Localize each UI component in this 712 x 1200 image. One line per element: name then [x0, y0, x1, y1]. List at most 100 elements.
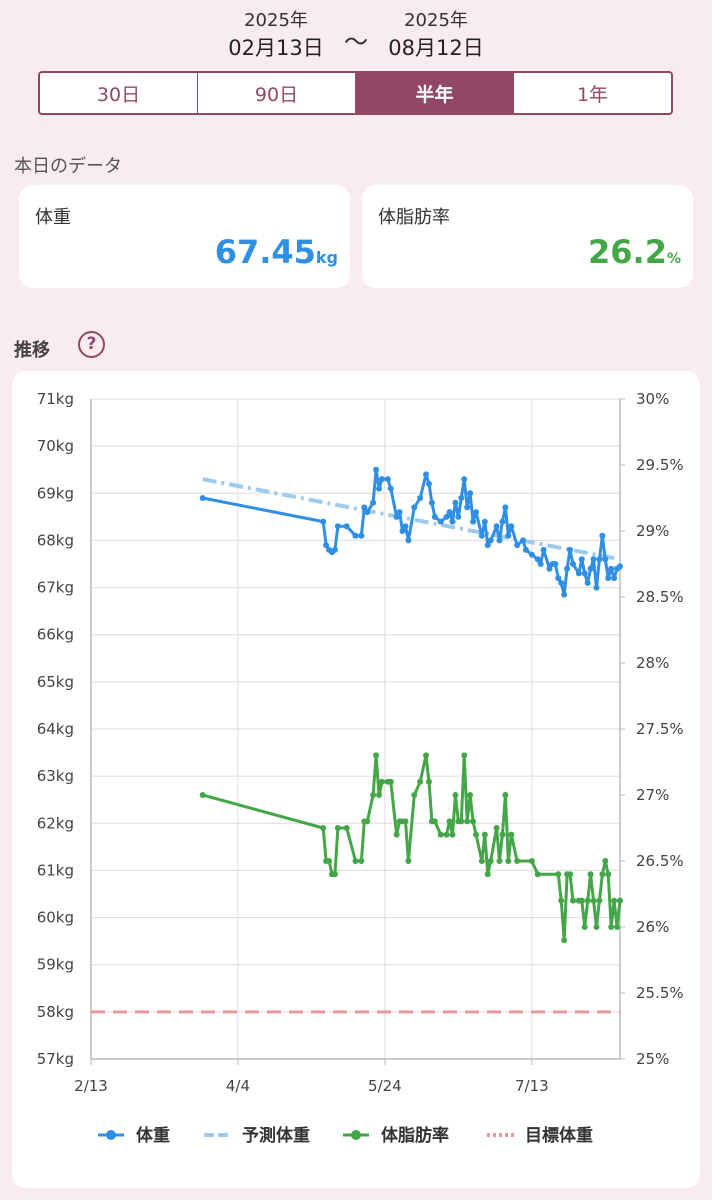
- y-left-tick-label: 59kg: [37, 956, 74, 974]
- weight-point: [402, 523, 409, 530]
- weight-point: [546, 565, 553, 572]
- y-left-tick-label: 58kg: [37, 1003, 74, 1021]
- body-fat-point: [578, 897, 585, 904]
- weight-number: 67.45: [214, 233, 316, 271]
- body-fat-point: [452, 792, 459, 798]
- y-right-tick-label: 25%: [636, 1050, 669, 1068]
- weight-point: [470, 518, 477, 525]
- body-fat-point: [481, 831, 488, 838]
- body-fat-point: [352, 858, 359, 864]
- weight-point: [425, 480, 432, 487]
- y-left-tick-label: 57kg: [37, 1050, 74, 1068]
- start-date[interactable]: 2025年 02月13日: [206, 8, 346, 62]
- body-fat-point: [417, 778, 424, 785]
- y-left-tick-label: 63kg: [37, 767, 74, 785]
- body-fat-point: [567, 871, 574, 878]
- body-fat-point: [343, 825, 350, 831]
- body-fat-point: [446, 818, 453, 825]
- legend-dot-marker: [351, 1130, 361, 1140]
- y-right-tick-label: 28.5%: [636, 588, 684, 606]
- weight-point: [423, 471, 430, 478]
- weight-value: 67.45kg: [215, 233, 338, 271]
- weight-point: [458, 495, 465, 501]
- legend-label: 体脂肪率: [381, 1125, 449, 1146]
- body-fat-point: [502, 792, 509, 798]
- body-fat-point: [378, 778, 385, 785]
- date-range[interactable]: 2025年 02月13日 〜 2025年 08月12日: [0, 8, 712, 68]
- question-mark-icon[interactable]: ?: [78, 331, 105, 358]
- legend-dot-marker: [106, 1130, 116, 1140]
- tab-30-days[interactable]: 30日: [40, 73, 198, 113]
- body-fat-point: [555, 871, 562, 878]
- y-right-tick-label: 26%: [636, 918, 669, 936]
- body-fat-point: [449, 831, 456, 838]
- end-date[interactable]: 2025年 08月12日: [366, 8, 506, 62]
- body-fat-point: [376, 792, 383, 798]
- weight-unit: kg: [315, 248, 338, 267]
- weight-point: [396, 509, 403, 516]
- tab-half-year[interactable]: 半年: [356, 73, 514, 113]
- body-fat-point: [467, 792, 474, 798]
- weight-point: [522, 546, 529, 553]
- weight-point: [590, 556, 597, 563]
- x-tick-label: 2/13: [74, 1077, 108, 1095]
- weight-point: [378, 476, 385, 483]
- weight-point: [437, 518, 444, 525]
- weight-point: [452, 499, 459, 506]
- body-fat-point: [590, 897, 597, 904]
- body-fat-point: [405, 858, 412, 864]
- weight-point: [558, 579, 565, 586]
- weight-point: [384, 476, 391, 483]
- weight-point: [449, 518, 456, 525]
- weight-point: [593, 584, 600, 591]
- body-fat-point: [534, 871, 541, 878]
- body-fat-point: [505, 858, 512, 864]
- body-fat-point: [587, 871, 594, 878]
- weight-point: [584, 579, 591, 586]
- y-right-tick-label: 30%: [636, 390, 669, 408]
- y-left-tick-label: 62kg: [37, 814, 74, 832]
- tab-90-days[interactable]: 90日: [198, 73, 356, 113]
- body-fat-unit: %: [666, 251, 681, 267]
- body-fat-number: 26.2: [588, 233, 667, 271]
- y-right-tick-label: 27%: [636, 786, 669, 804]
- weight-point: [496, 537, 503, 544]
- weight-point: [428, 499, 435, 506]
- weight-point: [478, 532, 485, 539]
- y-right-tick-label: 26.5%: [636, 852, 684, 870]
- y-right-tick-label: 25.5%: [636, 984, 684, 1002]
- body-fat-card: 体脂肪率 26.2%: [362, 185, 693, 288]
- weight-point: [361, 504, 368, 511]
- range-separator: 〜: [344, 28, 368, 56]
- tab-1-year[interactable]: 1年: [576, 83, 609, 106]
- body-fat-point: [358, 858, 365, 864]
- weight-point: [334, 523, 341, 530]
- body-fat-value: 26.2%: [588, 233, 681, 271]
- weight-point: [555, 575, 562, 582]
- weight-point: [534, 556, 541, 563]
- body-fat-point: [493, 825, 500, 831]
- body-fat-point: [373, 752, 380, 759]
- y-left-tick-label: 69kg: [37, 484, 74, 502]
- body-fat-point: [487, 858, 494, 864]
- trend-chart: 57kg 58kg 59kg 60kg 61kg 62kg 63kg 64kg 65kg 66kg…: [37, 390, 684, 1146]
- body-fat-point: [370, 792, 377, 798]
- x-tick-label: 4/4: [226, 1077, 250, 1095]
- y-left-tick-label: 66kg: [37, 626, 74, 644]
- weight-point: [467, 490, 474, 497]
- weight-card: 体重 67.45kg: [19, 185, 350, 288]
- trend-chart-card: 57kg 58kg 59kg 60kg 61kg 62kg 63kg 64kg 65kg 66kg…: [12, 371, 700, 1188]
- start-year: 2025年: [244, 10, 308, 31]
- weight-point: [431, 513, 438, 520]
- y-left-tick-label: 67kg: [37, 579, 74, 597]
- y-left-tick-label: 61kg: [37, 861, 74, 879]
- weight-point: [581, 570, 588, 577]
- today-section-label: 本日のデータ: [14, 156, 122, 177]
- weight-point: [343, 523, 350, 530]
- x-tick-label: 5/24: [368, 1077, 402, 1095]
- weight-point: [502, 504, 509, 511]
- end-year: 2025年: [404, 10, 468, 31]
- body-fat-point: [602, 858, 609, 864]
- body-fat-point: [608, 924, 615, 930]
- y-left-tick-label: 64kg: [37, 720, 74, 738]
